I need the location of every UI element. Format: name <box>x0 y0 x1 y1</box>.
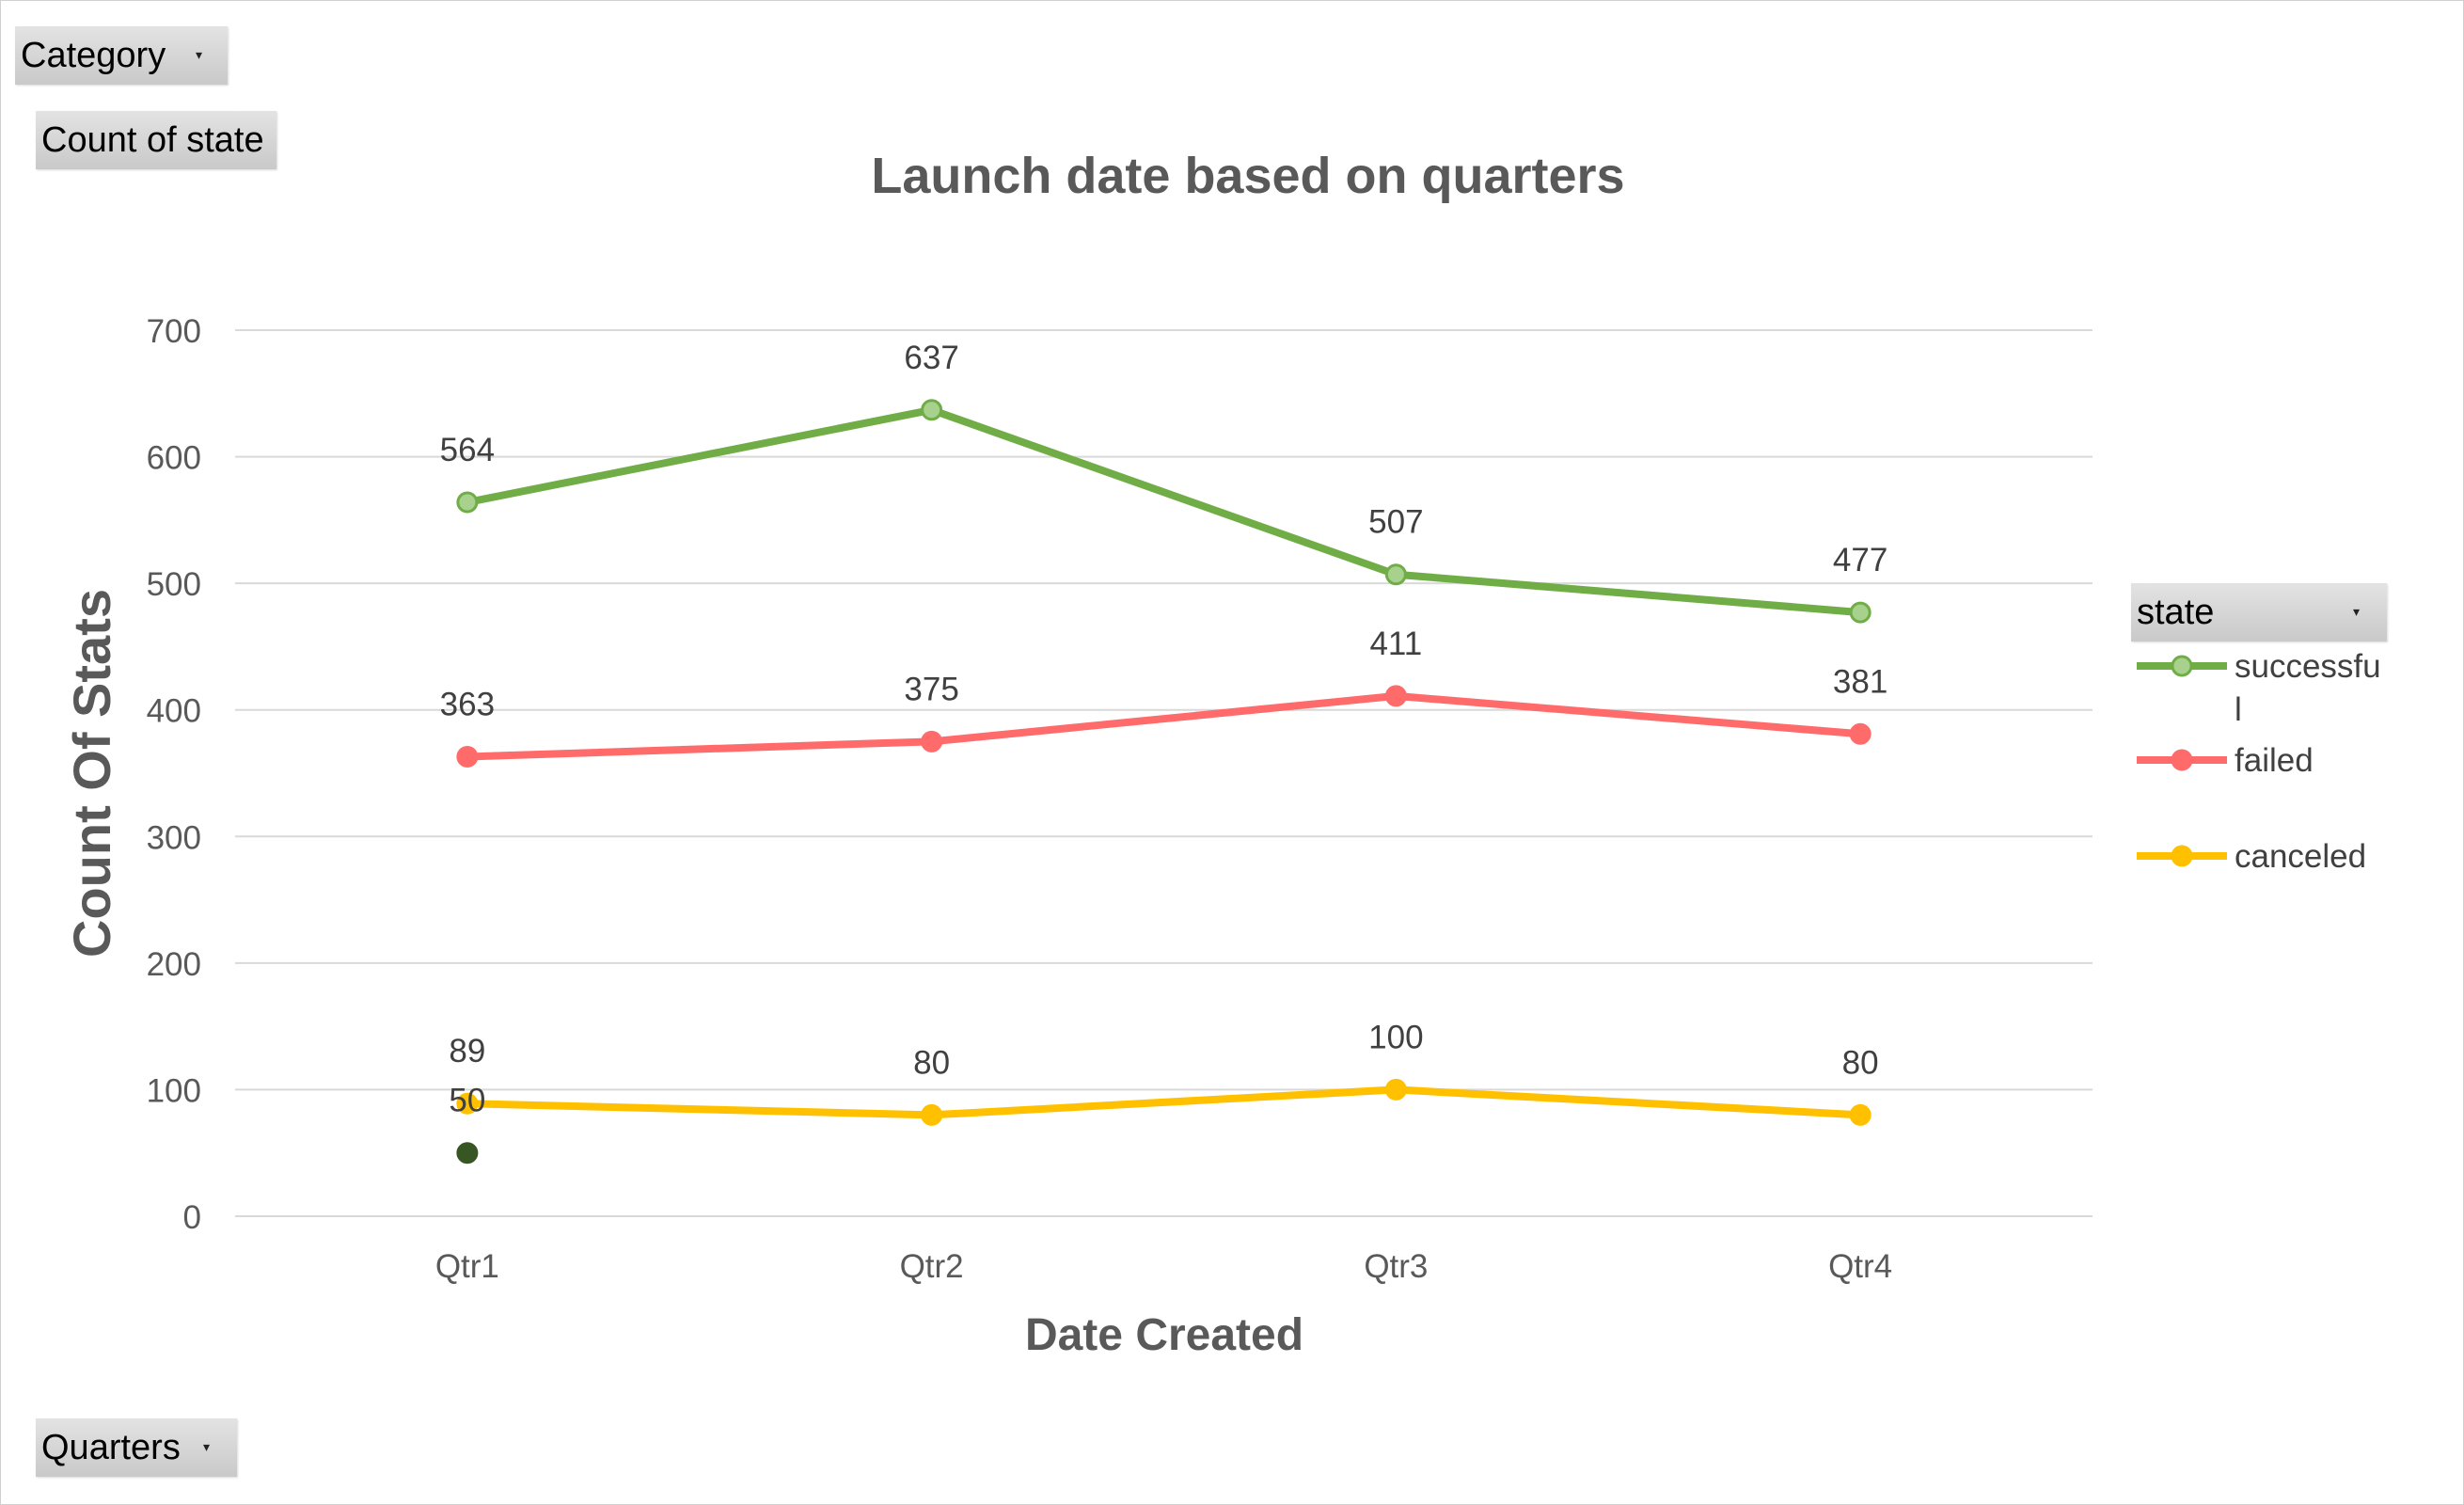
legend-label-wrap: l <box>2235 691 2242 728</box>
data-label: 381 <box>1833 663 1887 700</box>
axis-field-button[interactable]: Quarters ▾ <box>36 1418 237 1477</box>
x-axis-title: Date Created <box>1025 1310 1303 1360</box>
data-label: 564 <box>440 432 495 468</box>
axis-field-label: Quarters <box>41 1427 181 1467</box>
data-label: 375 <box>904 671 958 707</box>
data-label: 637 <box>904 340 958 376</box>
data-point <box>921 730 943 752</box>
data-point <box>1384 1078 1407 1101</box>
data-point <box>1849 1103 1872 1126</box>
y-tick-label: 400 <box>147 693 201 730</box>
y-tick-label: 0 <box>183 1199 201 1236</box>
data-label: 411 <box>1369 626 1422 662</box>
series-line-successful <box>466 405 1861 617</box>
data-point <box>456 491 479 514</box>
y-tick-label: 700 <box>147 313 201 350</box>
y-tick-label: 100 <box>147 1072 201 1109</box>
data-point <box>456 1142 479 1164</box>
data-point <box>1849 722 1872 745</box>
value-field-button[interactable]: Count of state <box>36 111 276 169</box>
legend-marker <box>2171 845 2193 867</box>
data-label: 80 <box>913 1044 950 1081</box>
legend-label: successfu <box>2235 648 2381 685</box>
legend-field-label: state <box>2137 592 2215 632</box>
legend-label: canceled <box>2235 838 2366 875</box>
y-axis-title: Count Of Stats <box>62 589 121 958</box>
data-point <box>921 1103 943 1126</box>
legend-label: failed <box>2235 742 2314 779</box>
series-line-failed <box>466 691 1861 761</box>
y-tick-label: 200 <box>147 946 201 983</box>
data-point <box>456 746 479 768</box>
legend-field-button[interactable]: state ▾ <box>2131 583 2387 642</box>
x-tick-label: Qtr1 <box>435 1248 499 1285</box>
x-tick-label: Qtr2 <box>900 1248 964 1285</box>
legend-marker <box>2171 655 2193 677</box>
data-point <box>1384 685 1407 707</box>
y-tick-label: 300 <box>147 819 201 856</box>
chart-title: Launch date based on quarters <box>871 148 1624 204</box>
data-point <box>456 1092 479 1115</box>
data-label: 50 <box>449 1083 485 1119</box>
data-point <box>921 399 943 421</box>
data-label: 80 <box>1842 1044 1879 1081</box>
x-tick-label: Qtr3 <box>1364 1248 1428 1285</box>
data-label: 477 <box>1833 542 1887 578</box>
value-field-label: Count of state <box>41 119 264 160</box>
series-line-canceled <box>466 1085 1861 1119</box>
data-label: 89 <box>449 1033 485 1069</box>
chevron-down-icon: ▾ <box>203 1439 211 1454</box>
category-filter-label: Category <box>21 35 166 75</box>
category-filter-button[interactable]: Category ▾ <box>15 26 228 85</box>
data-label: 100 <box>1368 1019 1423 1055</box>
data-point <box>1384 563 1407 586</box>
x-tick-label: Qtr4 <box>1828 1248 1892 1285</box>
legend-marker <box>2171 749 2193 771</box>
y-tick-label: 600 <box>147 440 201 477</box>
y-tick-label: 500 <box>147 566 201 603</box>
data-label: 363 <box>440 687 495 723</box>
chevron-down-icon: ▾ <box>2353 604 2361 619</box>
data-label: 507 <box>1368 504 1423 541</box>
chevron-down-icon: ▾ <box>196 47 203 62</box>
data-point <box>1849 601 1872 624</box>
